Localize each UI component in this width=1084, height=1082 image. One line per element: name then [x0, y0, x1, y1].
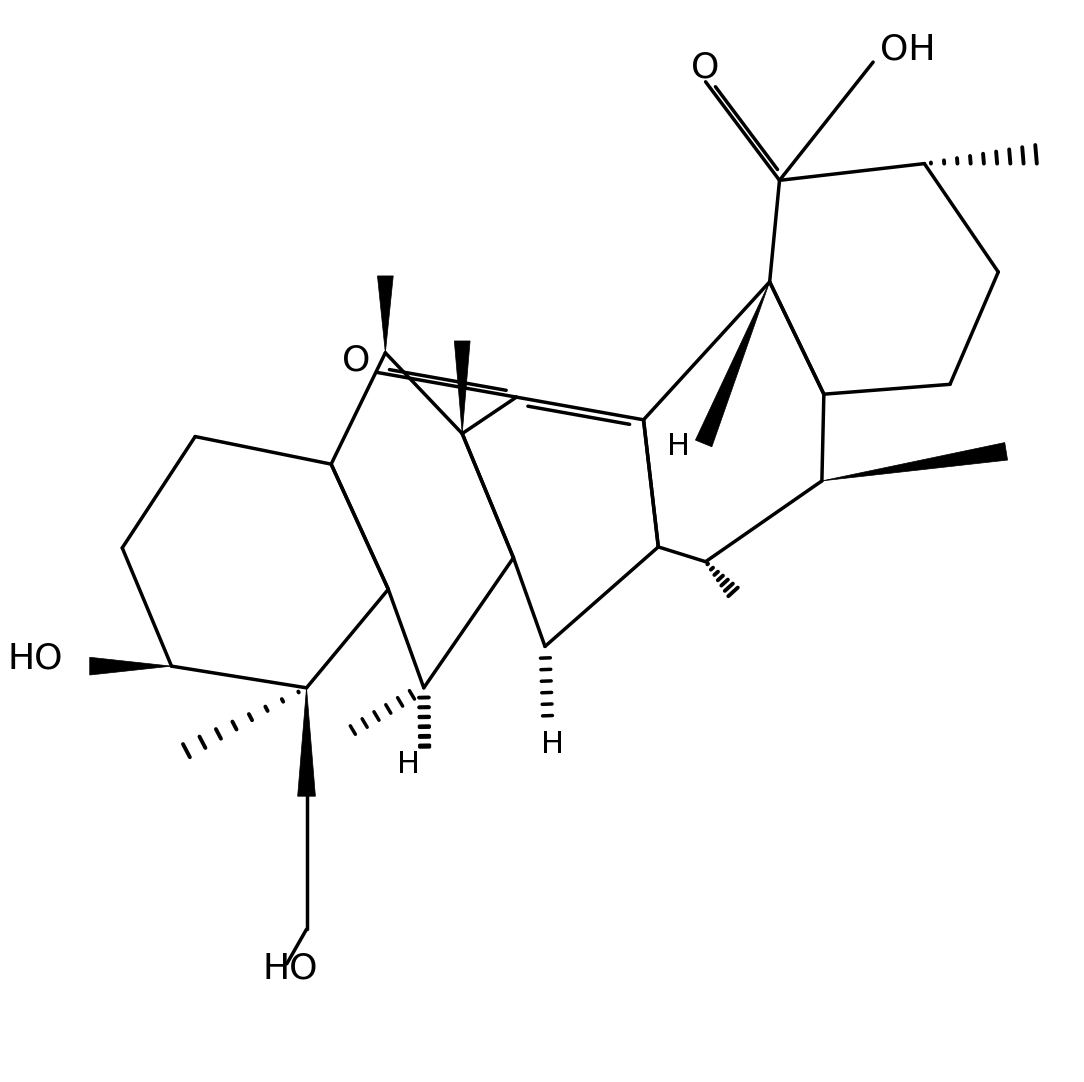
Text: H: H — [397, 750, 420, 779]
Text: H: H — [541, 730, 565, 760]
Polygon shape — [90, 657, 171, 675]
Polygon shape — [696, 281, 770, 447]
Text: H: H — [667, 432, 689, 461]
Text: O: O — [341, 344, 370, 378]
Text: O: O — [692, 50, 720, 84]
Polygon shape — [377, 276, 393, 353]
Text: OH: OH — [880, 32, 935, 66]
Polygon shape — [822, 443, 1007, 480]
Text: HO: HO — [262, 952, 318, 986]
Polygon shape — [298, 688, 315, 796]
Polygon shape — [454, 341, 470, 434]
Text: HO: HO — [8, 642, 63, 675]
